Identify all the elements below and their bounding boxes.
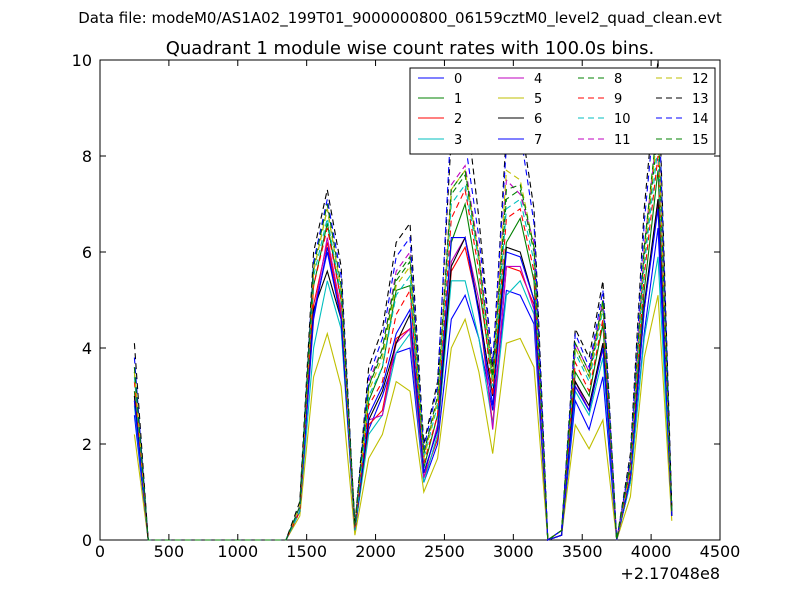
legend-label-3: 3	[454, 133, 462, 148]
y-tick-label: 0	[82, 531, 92, 550]
legend-label-12: 12	[692, 72, 709, 87]
y-tick-label: 8	[82, 147, 92, 166]
series-layer	[133, 59, 673, 542]
x-tick-label: 4500	[700, 542, 741, 561]
x-tick-label: 3000	[493, 542, 534, 561]
x-tick-label: 1500	[286, 542, 327, 561]
series-line-3	[133, 256, 673, 541]
x-tick-label: 3500	[562, 542, 603, 561]
x-tick-label: 2500	[424, 542, 465, 561]
x-tick-label: 0	[95, 542, 105, 561]
x-tick-label: 4000	[631, 542, 672, 561]
y-tick-label: 6	[82, 243, 92, 262]
legend-label-11: 11	[614, 133, 631, 148]
legend-label-7: 7	[534, 133, 542, 148]
legend-label-14: 14	[692, 112, 709, 127]
legend-label-8: 8	[614, 72, 622, 87]
x-tick-label: 1000	[217, 542, 258, 561]
y-tick-label: 4	[82, 339, 92, 358]
series-line-9	[133, 155, 673, 542]
x-offset-label: +2.17048e8	[620, 564, 720, 583]
legend-label-4: 4	[534, 72, 542, 87]
legend-label-2: 2	[454, 112, 462, 127]
legend-label-15: 15	[692, 133, 709, 148]
chart-title: Quadrant 1 module wise count rates with …	[166, 38, 655, 59]
series-line-10	[133, 146, 673, 542]
legend-label-9: 9	[614, 92, 622, 107]
series-line-0	[133, 227, 673, 541]
x-tick-label: 500	[154, 542, 185, 561]
data-file-caption: Data file: modeM0/AS1A02_199T01_90000008…	[78, 9, 722, 27]
series-line-15	[133, 117, 673, 542]
x-tick-label: 2000	[355, 542, 396, 561]
legend-label-0: 0	[454, 72, 462, 87]
legend-label-13: 13	[692, 92, 709, 107]
series-line-5	[133, 295, 673, 541]
legend-label-5: 5	[534, 92, 542, 107]
y-tick-label: 2	[82, 435, 92, 454]
legend-label-10: 10	[614, 112, 631, 127]
y-tick-label: 10	[72, 51, 92, 70]
legend-label-1: 1	[454, 92, 462, 107]
ticks-layer: 0 500 1000 1500 2000 2500 3000 3500 4000 4500 0 2 4 6…	[72, 51, 741, 561]
series-line-7	[133, 208, 673, 541]
legend-box	[409, 67, 716, 155]
legend-label-6: 6	[534, 112, 542, 127]
